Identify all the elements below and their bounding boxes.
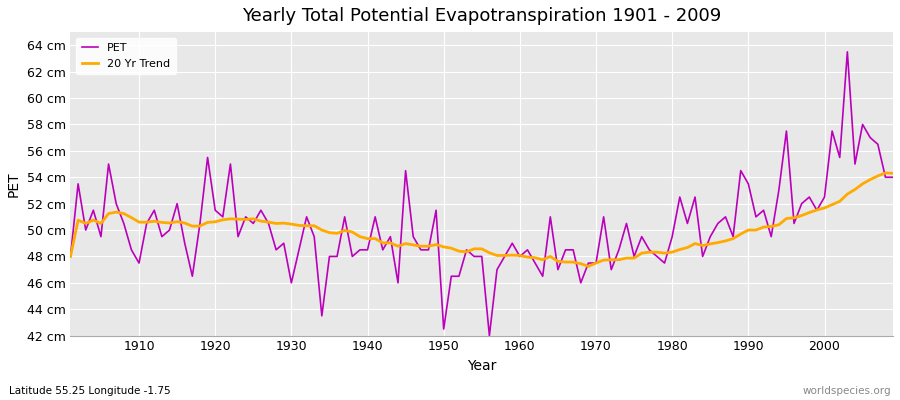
20 Yr Trend <box>614 257 625 262</box>
Y-axis label: PET: PET <box>7 171 21 197</box>
PET <box>887 175 898 180</box>
PET <box>515 254 526 259</box>
Line: 20 Yr Trend: 20 Yr Trend <box>70 173 893 266</box>
PET <box>65 254 76 259</box>
Text: worldspecies.org: worldspecies.org <box>803 386 891 396</box>
Text: Latitude 55.25 Longitude -1.75: Latitude 55.25 Longitude -1.75 <box>9 386 171 396</box>
20 Yr Trend <box>65 254 76 259</box>
20 Yr Trend <box>293 223 304 228</box>
PET <box>126 248 137 252</box>
20 Yr Trend <box>339 228 350 233</box>
PET <box>484 333 495 338</box>
Line: PET: PET <box>70 52 893 336</box>
PET <box>293 248 304 252</box>
20 Yr Trend <box>507 253 517 258</box>
Title: Yearly Total Potential Evapotranspiration 1901 - 2009: Yearly Total Potential Evapotranspiratio… <box>242 7 722 25</box>
PET <box>842 50 853 54</box>
PET <box>614 248 625 252</box>
20 Yr Trend <box>880 170 891 175</box>
20 Yr Trend <box>126 215 137 220</box>
PET <box>339 214 350 219</box>
20 Yr Trend <box>515 253 526 258</box>
PET <box>522 248 533 252</box>
20 Yr Trend <box>583 264 594 269</box>
20 Yr Trend <box>887 171 898 176</box>
Legend: PET, 20 Yr Trend: PET, 20 Yr Trend <box>76 38 176 74</box>
X-axis label: Year: Year <box>467 359 497 373</box>
